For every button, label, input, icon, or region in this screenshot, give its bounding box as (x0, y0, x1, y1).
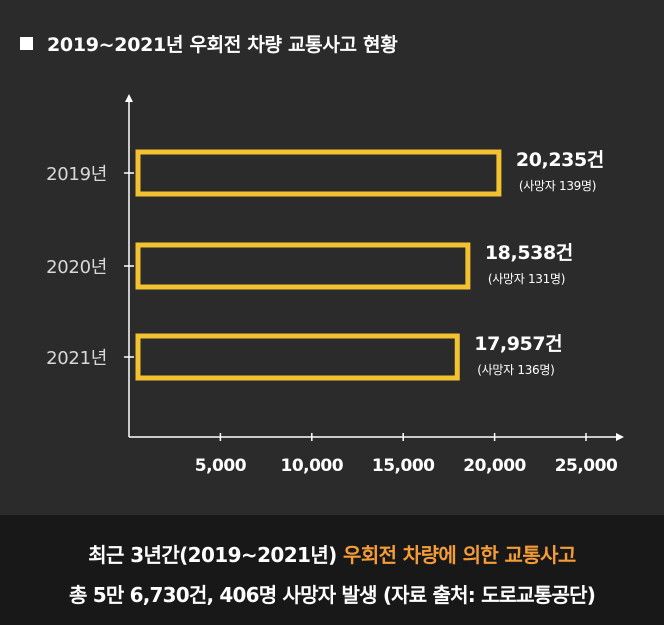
bar-sub-label: (사망자 136명) (477, 363, 554, 377)
footer-caption: 최근 3년간(2019~2021년) 우회전 차량에 의한 교통사고 총 5만 … (0, 515, 664, 625)
bar-sub-label: (사망자 139명) (519, 179, 596, 193)
x-tick-label: 20,000 (463, 456, 526, 476)
y-axis-arrow-icon (125, 94, 133, 102)
square-bullet-icon (20, 37, 33, 50)
footer-line-1-prefix: 최근 3년간(2019~2021년) (88, 543, 344, 567)
bar (135, 149, 502, 197)
x-tick-label: 5,000 (195, 456, 247, 476)
y-category-label: 2021년 (46, 348, 107, 369)
chart-labels: 5,000 10,000 15,000 20,000 25,000 2019년 20,235… (46, 149, 618, 476)
bar-sub-label: (사망자 131명) (488, 272, 565, 286)
y-category-label: 2019년 (46, 164, 107, 185)
bar-chart: 5,000 10,000 15,000 20,000 25,000 2019년 20,235… (46, 94, 624, 476)
bar-value-label: 18,538건 (485, 242, 573, 264)
footer-line-1-accent: 우회전 차량에 의한 교통사고 (343, 543, 576, 567)
chart-axes (124, 94, 624, 441)
footer-line-2: 총 5만 6,730건, 406명 사망자 발생 (자료 출처: 도로교통공단) (68, 583, 596, 607)
footer-line-1: 최근 3년간(2019~2021년) 우회전 차량에 의한 교통사고 (0, 539, 664, 568)
chart-title-row: 2019~2021년 우회전 차량 교통사고 현황 (20, 30, 398, 57)
y-category-label: 2020년 (46, 257, 107, 278)
bar-value-label: 20,235건 (516, 149, 604, 171)
x-tick-label: 15,000 (372, 456, 435, 476)
chart-title: 2019~2021년 우회전 차량 교통사고 현황 (47, 34, 398, 56)
bar-value-label: 17,957건 (474, 333, 562, 355)
chart-bars (135, 149, 502, 381)
bar (135, 242, 471, 290)
x-axis-arrow-icon (616, 433, 624, 441)
x-tick-label: 25,000 (555, 456, 618, 476)
x-tick-label: 10,000 (280, 456, 343, 476)
bar (135, 333, 460, 381)
